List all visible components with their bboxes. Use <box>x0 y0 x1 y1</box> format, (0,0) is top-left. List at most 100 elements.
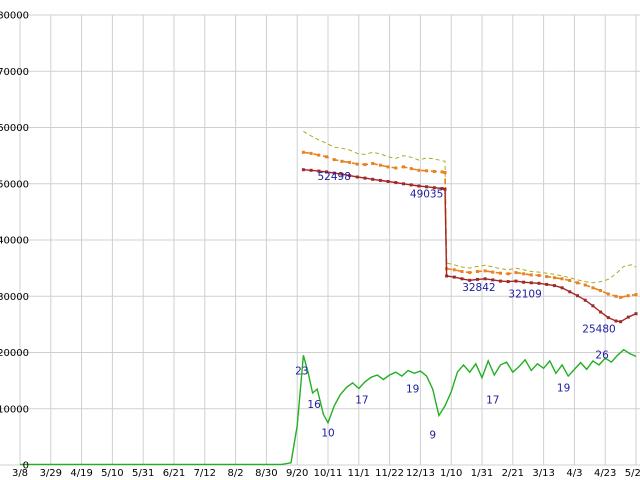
series-marker <box>552 284 556 288</box>
x-tick-label: 11/22 <box>375 468 404 479</box>
series-marker <box>576 281 579 285</box>
x-axis-labels: 3/8 3/29 4/19 5/10 5/31 6/21 7/12 8/2 8/30 9/20 10… <box>12 468 640 479</box>
series-marker <box>599 310 603 314</box>
series-marker <box>560 286 564 290</box>
series-marker <box>340 159 344 163</box>
series-marker <box>301 150 305 154</box>
series-marker <box>576 294 579 298</box>
data-point-label: 23 <box>295 366 308 378</box>
series-marker <box>394 181 398 185</box>
data-point-label: 10 <box>321 427 334 439</box>
series-line-dashed-olive-upper <box>303 130 637 284</box>
series-marker <box>514 271 518 275</box>
series-marker <box>537 281 541 285</box>
series-marker <box>529 281 533 285</box>
series-line-solid-green-bottom <box>20 348 637 466</box>
series-marker <box>614 294 618 298</box>
series-marker <box>606 316 610 320</box>
series-marker <box>309 168 313 172</box>
data-point-label: 26 <box>595 349 609 361</box>
x-tick-label: 5/31 <box>132 468 154 479</box>
series-marker <box>545 282 549 286</box>
x-tick-label: 7/12 <box>194 468 216 479</box>
series-marker <box>332 158 336 162</box>
series-marker <box>619 320 623 324</box>
x-tick-label: 2/21 <box>502 468 524 479</box>
series-marker <box>363 163 367 167</box>
series-marker <box>425 169 429 173</box>
series-marker <box>634 293 638 297</box>
series-marker <box>317 169 321 173</box>
series-marker <box>371 177 375 181</box>
series-dashed-olive-upper <box>303 130 637 284</box>
y-tick-label: 0 <box>23 461 29 472</box>
series-dashed-orange-middle <box>301 150 638 299</box>
x-tick-label: 4/3 <box>566 468 582 479</box>
series-marker <box>355 162 359 166</box>
x-tick-label: 1/10 <box>440 468 462 479</box>
series-marker <box>386 180 390 183</box>
series-marker <box>522 280 526 284</box>
series-marker <box>583 283 587 287</box>
series-marker <box>417 184 421 188</box>
series-marker <box>529 273 533 277</box>
series-marker <box>443 187 447 191</box>
series-marker <box>348 160 352 164</box>
series-marker <box>545 275 549 279</box>
data-point-label: 9 <box>429 430 436 442</box>
series-marker <box>491 270 495 274</box>
series-marker <box>483 269 487 273</box>
series-marker <box>468 271 472 275</box>
series-marker <box>348 174 352 178</box>
series-marker <box>432 186 436 190</box>
series-marker <box>460 270 464 273</box>
y-tick-label: 30000 <box>0 292 29 303</box>
data-point-label: 16 <box>307 399 321 411</box>
series-marker <box>443 171 447 174</box>
series-marker <box>606 292 610 296</box>
series-marker <box>325 155 328 159</box>
series-marker <box>409 183 413 187</box>
series-marker <box>591 286 595 290</box>
x-tick-label: 5/10 <box>101 468 123 479</box>
series-marker <box>445 274 449 278</box>
data-point-label: 25480 <box>582 323 615 335</box>
series-marker <box>483 277 487 281</box>
data-point-label: 32109 <box>508 289 541 301</box>
x-tick-label: 1/31 <box>471 468 493 479</box>
series-marker <box>568 279 572 282</box>
series-marker <box>591 304 595 308</box>
y-tick-label: 60000 <box>0 123 29 134</box>
series-marker <box>378 163 382 167</box>
series-marker <box>491 278 495 282</box>
series-marker <box>371 162 375 165</box>
x-tick-label: 3/8 <box>12 468 28 479</box>
grid <box>0 14 640 466</box>
series-marker <box>425 185 429 189</box>
x-tick-label: 11/1 <box>348 468 370 479</box>
series-marker <box>619 295 623 299</box>
y-tick-label: 50000 <box>0 179 29 190</box>
series-marker <box>432 169 436 173</box>
series-marker <box>514 279 518 283</box>
x-tick-label: 4/23 <box>594 468 616 479</box>
data-point-label: 19 <box>406 384 419 396</box>
series-marker <box>475 270 479 273</box>
series-marker <box>506 280 510 284</box>
x-tick-label: 5/21 <box>625 468 640 479</box>
x-tick-label: 8/2 <box>228 468 244 479</box>
series-marker <box>301 168 305 172</box>
data-point-label: 32842 <box>462 282 495 294</box>
x-tick-label: 8/30 <box>255 468 277 479</box>
x-tick-label: 10/11 <box>314 468 343 479</box>
series-marker <box>452 275 456 279</box>
series-marker <box>552 276 556 280</box>
y-axis-labels: 0 10000 20000 30000 40000 50000 60000 70000 8000… <box>0 11 29 472</box>
series-marker <box>499 279 502 283</box>
data-point-label: 52498 <box>317 171 350 183</box>
series-marker <box>626 315 630 319</box>
series-marker <box>626 294 630 298</box>
series-marker <box>499 271 502 275</box>
series-marker <box>537 273 541 277</box>
series-marker <box>402 165 405 169</box>
